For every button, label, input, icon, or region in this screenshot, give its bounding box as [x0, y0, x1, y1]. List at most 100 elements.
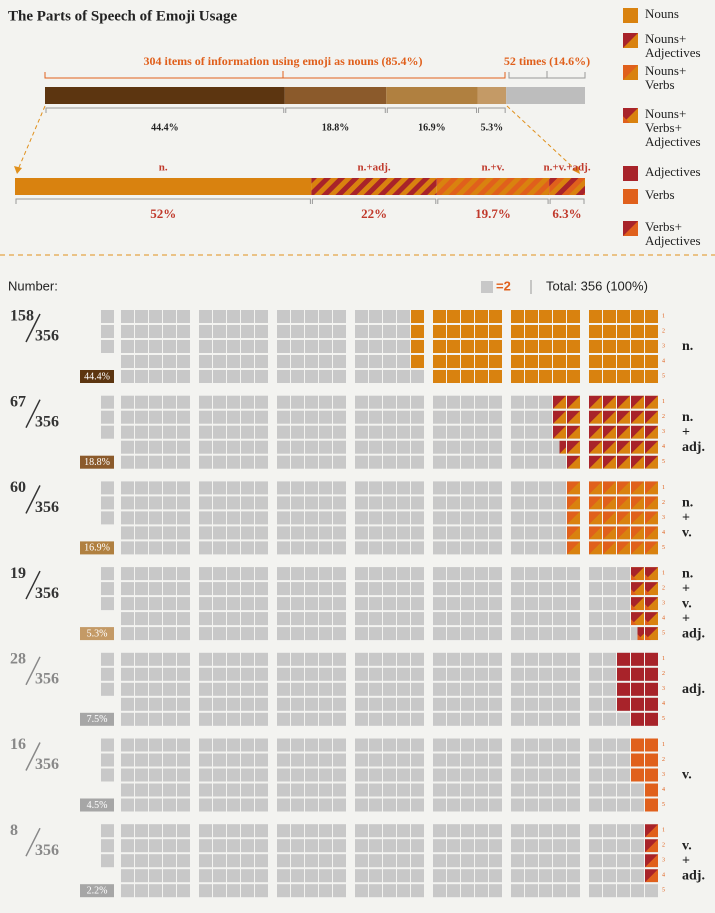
- empty-cell: [199, 682, 212, 696]
- row-number: 4: [662, 358, 665, 364]
- empty-cell: [135, 496, 148, 510]
- empty-cell: [319, 567, 332, 581]
- empty-cell: [255, 768, 268, 782]
- empty-cell: [227, 884, 240, 898]
- empty-cell: [135, 768, 148, 782]
- empty-cell: [319, 370, 332, 383]
- empty-cell: [241, 526, 254, 540]
- empty-cell: [539, 526, 552, 540]
- empty-cell: [489, 682, 502, 696]
- legend-swatch: [623, 189, 638, 204]
- cell: [645, 652, 658, 666]
- cell-part: [617, 455, 630, 469]
- cell: [645, 440, 658, 454]
- empty-cell: [277, 340, 290, 353]
- empty-cell: [525, 627, 538, 641]
- empty-cell: [199, 526, 212, 540]
- empty-cell: [163, 395, 176, 409]
- empty-cell: [101, 582, 114, 596]
- empty-cell: [241, 481, 254, 495]
- cell-part: [631, 395, 644, 409]
- empty-cell: [333, 355, 346, 368]
- empty-cell: [135, 738, 148, 752]
- cell: [617, 410, 630, 424]
- empty-cell: [177, 783, 190, 797]
- cell-part: [623, 108, 638, 123]
- empty-cell: [433, 410, 446, 424]
- category-label: +: [682, 511, 690, 526]
- empty-cell: [319, 455, 332, 469]
- empty-cell: [333, 738, 346, 752]
- cell: [645, 597, 658, 611]
- empty-cell: [461, 496, 474, 510]
- empty-cell: [553, 597, 566, 611]
- legend-label: Nouns+: [645, 31, 686, 46]
- empty-cell: [525, 511, 538, 525]
- empty-cell: [489, 582, 502, 596]
- cell-part: [645, 541, 658, 555]
- empty-cell: [213, 798, 226, 812]
- cell: [617, 310, 630, 323]
- empty-cell: [199, 370, 212, 383]
- percent-box: [80, 884, 114, 898]
- empty-cell: [411, 370, 424, 383]
- empty-cell: [333, 768, 346, 782]
- empty-cell: [511, 425, 524, 439]
- empty-cell: [305, 697, 318, 711]
- empty-cell: [511, 395, 524, 409]
- empty-cell: [383, 712, 396, 726]
- empty-cell: [291, 697, 304, 711]
- cell-part: [567, 526, 580, 540]
- empty-cell: [383, 869, 396, 883]
- empty-cell: [213, 869, 226, 883]
- empty-cell: [177, 682, 190, 696]
- empty-cell: [121, 652, 134, 666]
- empty-cell: [319, 440, 332, 454]
- empty-cell: [101, 481, 114, 495]
- empty-cell: [511, 511, 524, 525]
- waffle-fill: [645, 824, 658, 883]
- empty-cell: [255, 798, 268, 812]
- cell: [567, 310, 580, 323]
- empty-cell: [355, 370, 368, 383]
- empty-cell: [163, 839, 176, 853]
- empty-cell: [121, 884, 134, 898]
- empty-cell: [101, 667, 114, 681]
- empty-cell: [525, 824, 538, 838]
- empty-cell: [383, 652, 396, 666]
- category-label: v.: [682, 526, 692, 541]
- empty-cell: [433, 496, 446, 510]
- empty-cell: [369, 854, 382, 868]
- empty-cell: [525, 597, 538, 611]
- cell: [645, 526, 658, 540]
- cell: [631, 425, 644, 439]
- percent-label: 4.5%: [87, 800, 108, 811]
- empty-cell: [241, 455, 254, 469]
- empty-cell: [213, 783, 226, 797]
- empty-cell: [163, 697, 176, 711]
- empty-cell: [333, 370, 346, 383]
- empty-cell: [255, 738, 268, 752]
- empty-cell: [433, 395, 446, 409]
- cell: [617, 355, 630, 368]
- row-number: 1: [662, 742, 665, 748]
- empty-cell: [149, 526, 162, 540]
- empty-cell: [333, 627, 346, 641]
- empty-cell: [135, 425, 148, 439]
- row-number: 4: [662, 615, 665, 621]
- cell-part: [631, 511, 644, 525]
- empty-cell: [539, 481, 552, 495]
- cell-part: [567, 410, 580, 424]
- cell-part: [623, 33, 638, 48]
- empty-cell: [489, 612, 502, 626]
- empty-cell: [411, 712, 424, 726]
- empty-cell: [227, 425, 240, 439]
- bar-segment: [311, 178, 437, 195]
- category-label: +: [682, 853, 690, 868]
- empty-cell: [525, 652, 538, 666]
- empty-cell: [319, 667, 332, 681]
- empty-cell: [149, 440, 162, 454]
- empty-cell: [213, 884, 226, 898]
- cell: [617, 652, 630, 666]
- category-label: n.: [682, 339, 693, 354]
